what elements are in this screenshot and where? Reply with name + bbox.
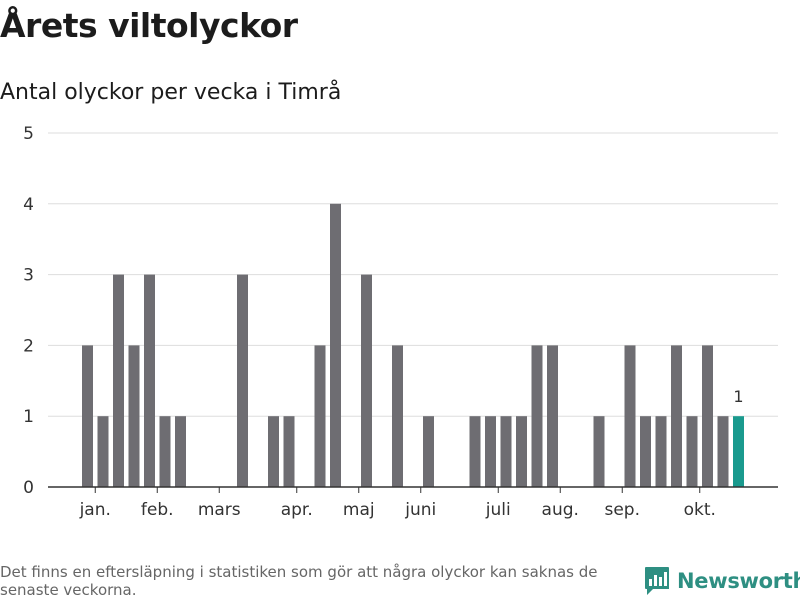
bar[interactable] (159, 416, 171, 487)
bar[interactable] (113, 274, 124, 487)
bar[interactable] (547, 345, 558, 487)
bar[interactable] (97, 416, 109, 487)
x-tick-label: sep. (604, 500, 640, 520)
footnote: Det finns en eftersläpning i statistiken… (0, 563, 598, 599)
x-tick-label: okt. (684, 500, 716, 520)
chart-subtitle: Antal olyckor per vecka i Timrå (0, 80, 342, 105)
bar[interactable] (330, 203, 341, 488)
bar[interactable] (392, 345, 403, 487)
y-tick-label: 4 (23, 195, 34, 215)
x-tick-label: jan. (79, 500, 111, 520)
chart-title: Årets viltolyckor (0, 6, 298, 45)
bar[interactable] (593, 416, 605, 487)
bar-chart: 0 1 2 3 4 5 1 jan. feb. mars apr. maj juni juli aug. se… (23, 124, 778, 520)
bar[interactable] (128, 345, 140, 487)
x-tick-label: maj (343, 500, 375, 520)
bar[interactable] (237, 274, 248, 487)
x-tick-label: juni (404, 500, 436, 520)
bar[interactable] (671, 345, 682, 487)
bar[interactable] (655, 416, 667, 487)
bar[interactable] (423, 416, 434, 487)
bar[interactable] (144, 274, 155, 487)
x-tick-label: juli (485, 500, 511, 520)
bar[interactable] (500, 416, 512, 487)
bar[interactable] (361, 274, 372, 487)
bar-chart-logo-icon (645, 567, 669, 595)
y-tick-label: 0 (23, 478, 34, 498)
bar[interactable] (485, 416, 496, 487)
y-tick-label: 2 (23, 336, 34, 356)
bar[interactable] (717, 416, 729, 487)
bar[interactable] (175, 416, 186, 487)
bar[interactable] (686, 416, 698, 487)
y-tick-label: 3 (23, 266, 34, 286)
bar-highlight[interactable] (733, 416, 744, 487)
y-tick-label: 1 (23, 407, 34, 427)
bar[interactable] (268, 416, 279, 487)
data-label: 1 (733, 387, 743, 406)
bar[interactable] (516, 416, 527, 487)
bar[interactable] (640, 416, 651, 487)
x-tick-label: mars (198, 500, 241, 520)
bar[interactable] (702, 345, 713, 487)
y-tick-label: 5 (23, 124, 34, 144)
bar[interactable] (314, 345, 326, 487)
newsworthy-brand[interactable]: Newsworthy (644, 566, 800, 596)
bar[interactable] (624, 345, 636, 487)
bar[interactable] (531, 345, 543, 487)
bar[interactable] (82, 345, 93, 487)
bar[interactable] (469, 416, 481, 487)
brand-name: Newsworthy (677, 569, 800, 593)
x-tick-label: feb. (141, 500, 174, 520)
x-tick-label: apr. (281, 500, 313, 520)
bar[interactable] (283, 416, 295, 487)
x-tick-label: aug. (542, 500, 579, 520)
